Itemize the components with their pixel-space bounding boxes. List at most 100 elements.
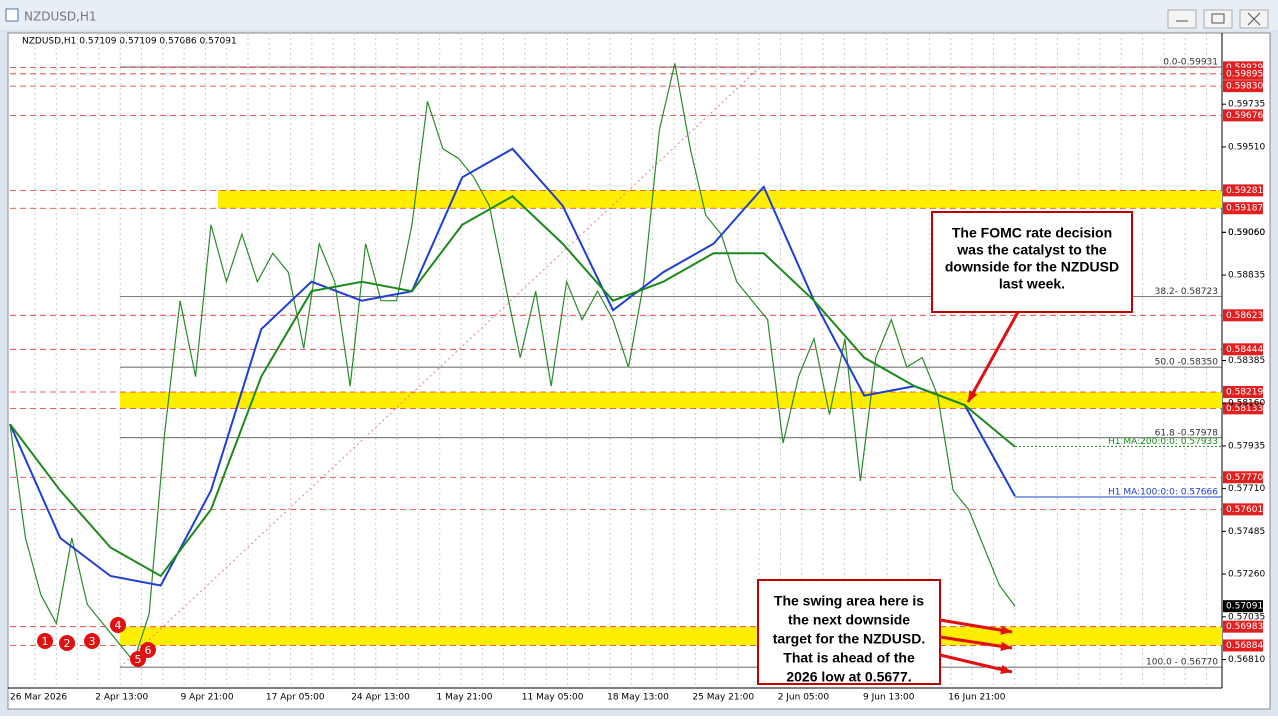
time-label: 9 Apr 21:00	[181, 693, 234, 703]
price-tick-label: 0.57260	[1228, 570, 1265, 580]
arrow	[939, 635, 1013, 650]
current-price: 0.57091	[1226, 602, 1263, 612]
level-badge	[1223, 184, 1263, 197]
annotation-text: the next downside	[788, 612, 910, 628]
level-badge	[1223, 471, 1263, 484]
arrow-head	[968, 390, 978, 402]
chart-header: NZDUSD,H1 0.57109 0.57109 0.57086 0.5709…	[22, 37, 237, 47]
zone	[120, 392, 1222, 409]
price-tick-label: 0.56810	[1228, 655, 1265, 665]
time-label: 2 Jun 05:00	[778, 693, 830, 703]
level-label: 0.59830	[1226, 82, 1263, 92]
level-label: 0.59187	[1226, 204, 1263, 214]
level-badge	[1223, 402, 1263, 415]
level-badge	[1223, 80, 1263, 93]
level-label: 0.59895	[1226, 69, 1263, 79]
price-tick-label: 0.58385	[1228, 356, 1265, 366]
level-badge	[1223, 639, 1263, 652]
fib-label: 0.0-0.59931	[1163, 57, 1218, 67]
minimize[interactable]	[1167, 9, 1197, 29]
fib-label: 61.8 -0.57978	[1155, 428, 1219, 438]
marker	[37, 633, 53, 649]
price-tick-label: 0.59735	[1228, 100, 1265, 110]
arrow-head	[1000, 641, 1012, 651]
zone	[218, 190, 1222, 209]
time-label: 26 Mar 2026	[10, 693, 67, 703]
price-tick-label: 0.59510	[1228, 142, 1265, 152]
level-label: 0.59281	[1226, 186, 1263, 196]
level-label: 0.58444	[1226, 345, 1263, 355]
annotation-text: was the catalyst to the	[956, 242, 1107, 258]
marker	[84, 633, 100, 649]
level-badge	[1223, 309, 1263, 322]
level-label: 0.57601	[1226, 505, 1263, 515]
time-label: 25 May 21:00	[692, 693, 754, 703]
marker	[140, 642, 156, 658]
arrow	[939, 618, 1013, 634]
arrow-head	[1000, 625, 1012, 635]
time-label: 16 Jun 21:00	[948, 693, 1005, 703]
ma-label: H1 MA:100:0:0: 0.57666	[1108, 488, 1218, 498]
marker	[110, 617, 126, 633]
price-tick-label: 0.57035	[1228, 612, 1265, 622]
level-badge	[1223, 386, 1263, 399]
marker-label: 3	[89, 635, 96, 648]
annotation-text: The swing area here is	[774, 593, 924, 609]
price-tick-label: 0.58160	[1228, 399, 1265, 409]
level-badge	[1223, 109, 1263, 122]
arrow	[966, 311, 1020, 403]
price-tick-label: 0.57935	[1228, 441, 1265, 451]
level-label: 0.56983	[1226, 622, 1263, 632]
annotation-text: downside for the NZDUSD	[945, 259, 1119, 275]
time-label: 2 Apr 13:00	[95, 693, 148, 703]
level-badge	[1223, 503, 1263, 516]
ma200-line	[9, 195, 1016, 578]
window-title: NZDUSD,H1	[24, 10, 97, 24]
arrow	[939, 653, 1013, 674]
marker-label: 2	[64, 637, 71, 650]
price-tick-label: 0.59060	[1228, 228, 1265, 238]
annotation-box	[757, 579, 941, 685]
level-badge	[1223, 67, 1263, 80]
level-badge	[1223, 202, 1263, 215]
marker-label: 5	[135, 653, 142, 666]
maximize[interactable]	[1203, 9, 1233, 29]
zone	[120, 626, 1222, 646]
annotation-text: The FOMC rate decision	[952, 225, 1112, 241]
fib-diagonal	[119, 66, 761, 668]
title-bar	[0, 0, 1278, 30]
price-tick-label: 0.59060	[1228, 228, 1265, 238]
marker-label: 4	[115, 619, 122, 632]
level-label: 0.58623	[1226, 311, 1263, 321]
annotation-text: last week.	[999, 276, 1065, 292]
window-icons	[1176, 12, 1261, 26]
fib-label: 100.0 - 0.56770	[1146, 658, 1218, 668]
level-label: 0.59676	[1226, 111, 1263, 121]
time-label: 18 May 13:00	[607, 693, 669, 703]
fib-label: 38.2- 0.58723	[1155, 287, 1218, 297]
current-price-badge	[1223, 600, 1263, 613]
level-badge	[1223, 343, 1263, 356]
level-label: 0.57770	[1226, 473, 1263, 483]
time-label: 9 Jun 13:00	[863, 693, 915, 703]
level-label: 0.56884	[1226, 641, 1263, 651]
arrow-head	[1000, 664, 1012, 675]
annotation-text: That is ahead of the	[783, 650, 915, 666]
level-label: 0.58133	[1226, 404, 1263, 414]
price-tick-label: 0.57485	[1228, 527, 1265, 537]
time-label: 1 May 21:00	[437, 693, 493, 703]
time-label: 24 Apr 13:00	[351, 693, 410, 703]
marker-label: 6	[145, 644, 152, 657]
ma-label: H1 MA:200:0:0: 0.57933	[1108, 437, 1218, 447]
icon	[5, 8, 19, 22]
marker-label: 1	[42, 635, 49, 648]
annotation-box	[931, 211, 1133, 313]
marker	[59, 635, 75, 651]
annotation-text: target for the NZDUSD.	[773, 631, 925, 647]
level-label: 0.58219	[1226, 388, 1263, 398]
time-label: 11 May 05:00	[522, 693, 584, 703]
level-badge	[1223, 620, 1263, 633]
annotation-text: 2026 low at 0.5677.	[786, 669, 911, 685]
